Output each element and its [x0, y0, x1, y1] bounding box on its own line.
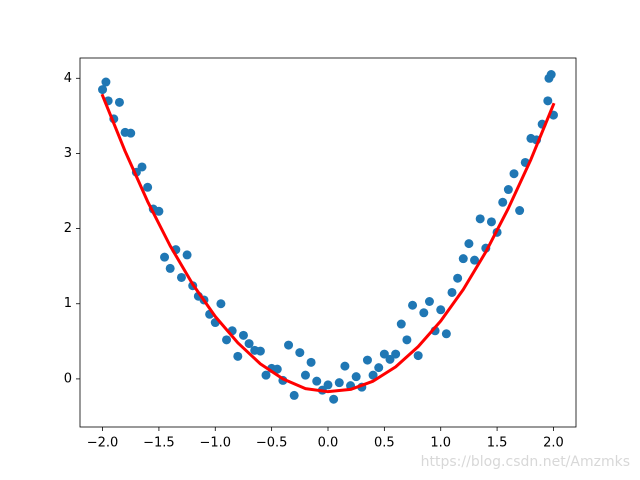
- scatter-point: [503, 185, 513, 195]
- x-tick-label: −0.5: [256, 436, 288, 451]
- x-tick-label: −1.0: [199, 436, 231, 451]
- scatter-point: [362, 355, 372, 365]
- scatter-point: [137, 162, 147, 172]
- x-tick-label: 0.0: [318, 436, 339, 451]
- x-tick-label: 1.5: [487, 436, 508, 451]
- scatter-point: [244, 339, 254, 349]
- scatter-point: [98, 85, 108, 95]
- scatter-point: [295, 348, 305, 358]
- scatter-point: [238, 330, 248, 340]
- scatter-point: [323, 380, 333, 390]
- scatter-point: [255, 346, 265, 356]
- watermark: https://blog.csdn.net/Amzmks: [421, 454, 630, 470]
- x-tick-label: 2.0: [543, 436, 564, 451]
- scatter-point: [441, 329, 451, 339]
- scatter-point: [300, 370, 310, 380]
- scatter-point: [340, 361, 350, 371]
- plot-frame: [79, 57, 577, 428]
- scatter-point: [374, 363, 384, 373]
- scatter-point: [498, 197, 508, 207]
- scatter-point: [419, 308, 429, 318]
- x-tick-label: −1.5: [143, 436, 175, 451]
- scatter-point: [329, 394, 339, 404]
- scatter-point: [233, 351, 243, 361]
- scatter-point: [289, 390, 299, 400]
- scatter-point: [312, 376, 322, 386]
- scatter-point: [351, 372, 361, 382]
- scatter-point: [408, 300, 418, 310]
- x-tick-label: −2.0: [87, 436, 119, 451]
- scatter-point: [306, 357, 316, 367]
- y-tick-label: 3: [64, 146, 72, 161]
- scatter-point: [216, 299, 226, 309]
- scatter-point: [475, 214, 485, 224]
- scatter-point: [424, 296, 434, 306]
- scatter-point: [453, 273, 463, 283]
- y-tick-label: 0: [64, 371, 72, 386]
- scatter-point: [470, 255, 480, 265]
- scatter-point: [165, 263, 175, 273]
- scatter-point: [464, 239, 474, 249]
- scatter-point: [447, 287, 457, 297]
- scatter-point: [385, 354, 395, 364]
- scatter-point: [546, 70, 556, 80]
- scatter-point: [284, 340, 294, 350]
- scatter-point: [334, 378, 344, 388]
- scatter-point: [114, 97, 124, 107]
- scatter-point: [486, 217, 496, 227]
- scatter-point: [143, 182, 153, 192]
- scatter-point: [176, 272, 186, 282]
- scatter-point: [154, 206, 164, 216]
- scatter-point: [458, 254, 468, 264]
- y-tick-label: 4: [64, 71, 72, 86]
- scatter-point: [436, 305, 446, 315]
- x-tick-label: 0.5: [374, 436, 395, 451]
- scatter-point: [515, 206, 525, 216]
- scatter-point: [101, 77, 111, 87]
- scatter-point: [368, 370, 378, 380]
- scatter-point: [379, 349, 389, 359]
- scatter-point: [126, 128, 136, 138]
- scatter-point: [182, 250, 192, 260]
- scatter-point: [413, 351, 423, 361]
- scatter-point: [261, 370, 271, 380]
- fit-line: [100, 93, 556, 394]
- scatter-point: [222, 335, 232, 345]
- scatter-point: [509, 169, 519, 179]
- scatter-point: [543, 96, 553, 106]
- scatter-point: [402, 335, 412, 345]
- x-tick-label: 1.0: [430, 436, 451, 451]
- scatter-point: [272, 364, 282, 374]
- y-tick-label: 2: [64, 221, 72, 236]
- scatter-point: [391, 349, 401, 359]
- scatter-point: [396, 319, 406, 329]
- scatter-point: [160, 252, 170, 262]
- y-tick-label: 1: [64, 296, 72, 311]
